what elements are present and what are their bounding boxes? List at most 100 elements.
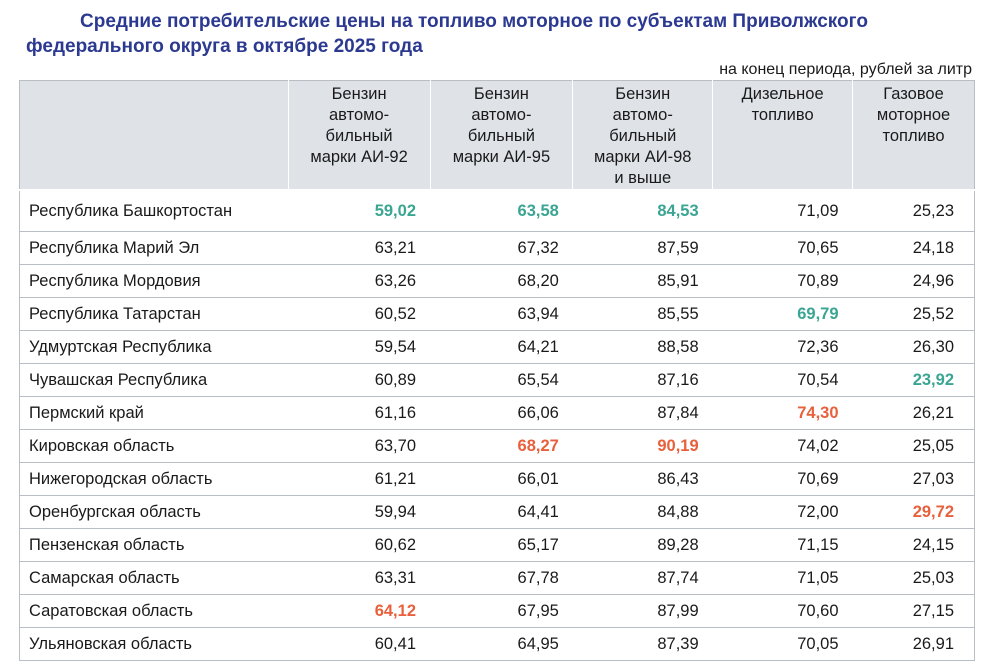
price-cell: 60,52 [288, 297, 430, 331]
header-row: Бензин автомо-бильный марки АИ-92 Бензин авт… [19, 80, 975, 191]
price-cell: 65,17 [430, 528, 573, 562]
price-cell: 64,21 [430, 330, 573, 364]
price-cell: 70,54 [712, 363, 853, 397]
header-ai95: Бензин автомо-бильный марки АИ-95 [429, 80, 574, 191]
header-line: топливо [751, 106, 814, 124]
header-line: Газовое [883, 85, 944, 103]
price-cell: 59,94 [288, 495, 430, 529]
price-cell: 89,28 [572, 528, 713, 562]
price-cell: 59,02 [288, 190, 430, 232]
price-cell: 69,79 [712, 297, 853, 331]
price-cell: 67,95 [430, 594, 573, 628]
price-cell: 63,31 [288, 561, 430, 595]
header-line: Бензин [473, 85, 529, 103]
price-cell: 25,52 [852, 297, 975, 331]
price-cell: 90,19 [572, 429, 713, 463]
header-line: марки АИ-95 [452, 148, 551, 166]
header-line: автомо- [612, 106, 673, 124]
header-line: автомо- [471, 106, 532, 124]
price-cell: 84,88 [572, 495, 713, 529]
price-cell: 64,12 [288, 594, 430, 628]
price-cell: 87,16 [572, 363, 713, 397]
title-line-2: федерального округа в октябре 2025 года [26, 36, 423, 57]
price-cell: 26,30 [852, 330, 975, 364]
price-cell: 88,58 [572, 330, 713, 364]
header-line: моторное [876, 106, 951, 124]
price-cell: 84,53 [572, 190, 713, 232]
price-cell: 71,15 [712, 528, 853, 562]
table-row: Кировская область 63,70 68,27 90,19 74,02 25,… [19, 429, 975, 463]
table-row: Чувашская Республика 60,89 65,54 87,16 70,54… [19, 363, 975, 397]
price-cell: 87,99 [572, 594, 713, 628]
price-cell: 26,91 [852, 627, 975, 661]
price-cell: 64,41 [430, 495, 573, 529]
price-cell: 61,21 [288, 462, 430, 496]
price-cell: 27,03 [852, 462, 975, 496]
price-cell: 25,03 [852, 561, 975, 595]
header-line: бильный [467, 127, 535, 145]
page-title: Средние потребительские цены на топливо … [26, 9, 976, 59]
table-row: Оренбургская область 59,94 64,41 84,88 72,00… [19, 495, 975, 529]
fuel-price-table: Бензин автомо-бильный марки АИ-92 Бензин авт… [19, 80, 975, 661]
price-cell: 67,32 [430, 231, 573, 265]
header-line: марки АИ-98 [594, 148, 692, 166]
table-row: Республика Мордовия 63,26 68,20 85,91 70,89 2… [19, 264, 975, 298]
header-diesel: Дизельное топливо [712, 80, 854, 191]
price-cell: 26,21 [852, 396, 975, 430]
price-cell: 63,58 [430, 190, 573, 232]
table-header: Бензин автомо-бильный марки АИ-92 Бензин авт… [19, 80, 975, 191]
header-line: Бензин [331, 85, 387, 103]
table-row: Республика Татарстан 60,52 63,94 85,55 69,79… [19, 297, 975, 331]
price-cell: 66,06 [430, 396, 573, 430]
price-cell: 70,65 [712, 231, 853, 265]
price-cell: 60,41 [288, 627, 430, 661]
table-row: Нижегородская область 61,21 66,01 86,43 70,6… [19, 462, 975, 496]
price-cell: 67,78 [430, 561, 573, 595]
price-cell: 85,91 [572, 264, 713, 298]
price-cell: 70,05 [712, 627, 853, 661]
header-ai92: Бензин автомо-бильный марки АИ-92 [287, 80, 431, 191]
region-name: Республика Башкортостан [19, 190, 289, 232]
table-body: Республика Башкортостан 59,02 63,58 84,53 71… [19, 190, 975, 661]
price-cell: 70,60 [712, 594, 853, 628]
price-cell: 87,39 [572, 627, 713, 661]
region-name: Оренбургская область [19, 495, 289, 529]
price-cell: 74,02 [712, 429, 853, 463]
price-cell: 25,23 [852, 190, 975, 232]
header-line: бильный [325, 127, 393, 145]
price-cell: 68,20 [430, 264, 573, 298]
price-cell: 24,18 [852, 231, 975, 265]
price-cell: 86,43 [572, 462, 713, 496]
price-cell: 65,54 [430, 363, 573, 397]
table-row: Самарская область 63,31 67,78 87,74 71,05 25,… [19, 561, 975, 595]
title-line-1: Средние потребительские цены на топливо … [80, 11, 868, 32]
region-name: Республика Мордовия [19, 264, 289, 298]
price-cell: 24,15 [852, 528, 975, 562]
price-cell: 59,54 [288, 330, 430, 364]
price-cell: 72,36 [712, 330, 853, 364]
price-cell: 23,92 [852, 363, 975, 397]
price-cell: 63,26 [288, 264, 430, 298]
table-row: Ульяновская область 60,41 64,95 87,39 70,05 2… [19, 627, 975, 661]
price-cell: 68,27 [430, 429, 573, 463]
header-line: автомо- [329, 106, 390, 124]
header-line: марки АИ-92 [310, 148, 408, 166]
header-line: Дизельное [741, 85, 824, 103]
price-cell: 63,94 [430, 297, 573, 331]
price-cell: 70,89 [712, 264, 853, 298]
region-name: Республика Татарстан [19, 297, 289, 331]
region-name: Саратовская область [19, 594, 289, 628]
region-name: Нижегородская область [19, 462, 289, 496]
region-name: Кировская область [19, 429, 289, 463]
region-name: Республика Марий Эл [19, 231, 289, 265]
header-region [19, 80, 289, 191]
region-name: Удмуртская Республика [19, 330, 289, 364]
price-cell: 25,05 [852, 429, 975, 463]
price-cell: 87,84 [572, 396, 713, 430]
table-row: Удмуртская Республика 59,54 64,21 88,58 72,3… [19, 330, 975, 364]
header-ai98: Бензин автомо-бильный марки АИ-98 и выше [572, 80, 714, 191]
region-name: Самарская область [19, 561, 289, 595]
price-cell: 61,16 [288, 396, 430, 430]
price-cell: 71,09 [712, 190, 853, 232]
region-name: Пермский край [19, 396, 289, 430]
